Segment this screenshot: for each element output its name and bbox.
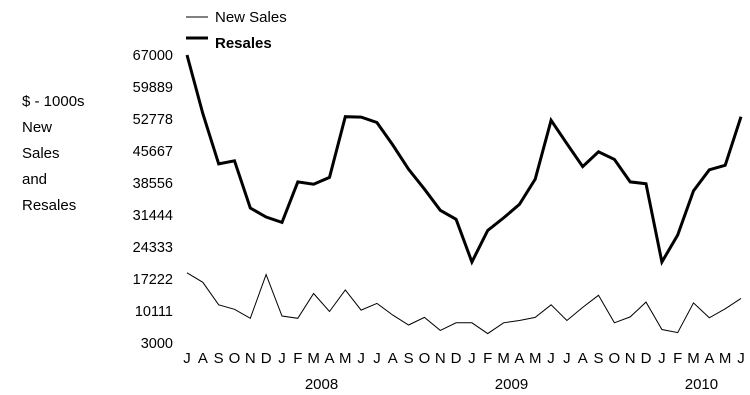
series-lines	[185, 54, 743, 335]
y-tick-label: 38556	[133, 176, 173, 192]
y-tick-label: 31444	[133, 208, 173, 224]
x-tick-label: S	[214, 350, 224, 367]
legend-label-new-sales: New Sales	[215, 9, 287, 26]
series-line-resales	[185, 54, 743, 267]
x-tick-label: O	[419, 350, 431, 367]
x-tick-label: J	[563, 350, 571, 367]
x-tick-label: A	[388, 350, 398, 367]
x-tick-label: N	[435, 350, 446, 367]
y-tick-label: 24333	[133, 240, 173, 256]
x-year-label: 2010	[685, 376, 718, 393]
x-tick-label: M	[719, 350, 732, 367]
x-tick-label: J	[468, 350, 476, 367]
y-tick-label: 17222	[133, 272, 173, 288]
x-tick-label: M	[497, 350, 510, 367]
x-tick-label: O	[609, 350, 621, 367]
x-tick-label: D	[451, 350, 462, 367]
x-tick-label: N	[625, 350, 636, 367]
x-tick-label: J	[658, 350, 666, 367]
x-tick-label: A	[578, 350, 588, 367]
x-tick-label: J	[278, 350, 286, 367]
series-new-sales	[186, 272, 742, 335]
x-year-label: 2008	[305, 376, 338, 393]
x-tick-label: F	[673, 350, 682, 367]
x-tick-label: F	[293, 350, 302, 367]
y-tick-label: 67000	[133, 48, 173, 64]
series-resales	[185, 54, 743, 267]
y-axis-label-line: Sales	[22, 145, 60, 162]
y-axis-label-line: New	[22, 119, 52, 136]
x-tick-label: M	[339, 350, 352, 367]
x-year-label: 2009	[495, 376, 528, 393]
x-tick-label: M	[529, 350, 542, 367]
x-tick-label: S	[404, 350, 414, 367]
x-tick-label: A	[514, 350, 524, 367]
x-tick-label: N	[245, 350, 256, 367]
x-tick-label: J	[737, 350, 745, 367]
x-tick-label: D	[641, 350, 652, 367]
y-axis-label-line: Resales	[22, 197, 76, 214]
x-tick-label: M	[307, 350, 320, 367]
x-tick-label: A	[324, 350, 334, 367]
x-tick-label: J	[547, 350, 555, 367]
y-axis-ticks: 67000 59889 52778 45667 38556 31444 24333 17222…	[133, 48, 173, 352]
legend-label-resales: Resales	[215, 35, 272, 52]
y-tick-label: 10111	[135, 304, 173, 320]
x-tick-label: A	[198, 350, 208, 367]
y-tick-label: 3000	[141, 336, 173, 352]
y-axis-label-line: and	[22, 171, 47, 188]
y-tick-label: 45667	[133, 144, 173, 160]
x-tick-label: S	[594, 350, 604, 367]
x-tick-label: A	[704, 350, 714, 367]
x-tick-label: J	[183, 350, 191, 367]
x-tick-label: O	[229, 350, 241, 367]
y-axis-label: $ - 1000s New Sales and Resales	[22, 93, 85, 214]
x-tick-label: J	[373, 350, 381, 367]
x-axis-year-labels: 2008 2009 2010	[305, 376, 718, 393]
x-tick-label: D	[261, 350, 272, 367]
x-tick-label: M	[687, 350, 700, 367]
x-tick-label: J	[357, 350, 365, 367]
series-line-new-sales	[186, 272, 742, 335]
y-tick-label: 59889	[133, 80, 173, 96]
legend: New Sales Resales	[186, 9, 287, 52]
y-axis-label-line: $ - 1000s	[22, 93, 85, 110]
y-tick-label: 52778	[133, 112, 173, 128]
x-tick-label: F	[483, 350, 492, 367]
